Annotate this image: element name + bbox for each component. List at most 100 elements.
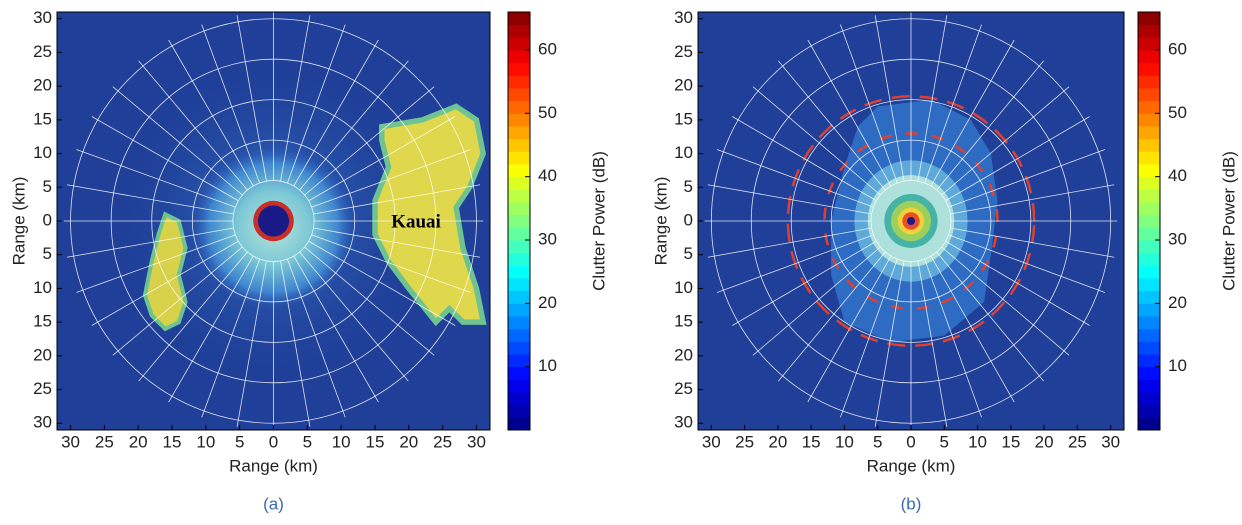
grid-radial [313, 185, 480, 214]
clutter-map [698, 12, 1124, 430]
y-tick-label: 15 [674, 109, 693, 128]
colorbar-band [1138, 379, 1160, 393]
y-tick-label: 10 [33, 143, 52, 162]
colorbar-tick-label: 60 [538, 39, 557, 58]
grid-radial [949, 150, 1105, 208]
colorbar-band [1138, 303, 1160, 317]
x-tick-label: 25 [735, 432, 754, 451]
colorbar-band [508, 303, 530, 317]
grid-radial [237, 15, 266, 181]
grid-radial [67, 185, 234, 214]
y-axis-label: Range (km) [9, 177, 28, 266]
grid-radial [778, 61, 885, 190]
grid-radial [139, 61, 248, 190]
colorbar-band [508, 328, 530, 342]
grid-radial [931, 40, 1014, 186]
x-tick-label: 25 [1068, 432, 1087, 451]
colorbar-band [1138, 366, 1160, 380]
colorbar-band [1138, 316, 1160, 330]
x-tick-label: 20 [129, 432, 148, 451]
x-tick-label: 20 [1035, 432, 1054, 451]
y-tick-label: 5 [43, 244, 52, 263]
colorbar-tick-label: 20 [538, 293, 557, 312]
grid-radial [309, 241, 455, 325]
grid-radial [840, 25, 897, 183]
caption: (b) [901, 494, 922, 513]
colorbar-band [1138, 24, 1160, 38]
grid-radial [778, 252, 885, 381]
grid-radial [946, 241, 1090, 325]
colorbar-band [1138, 62, 1160, 76]
grid-radial [139, 252, 248, 381]
grid-radial [237, 261, 266, 427]
polar-grid [64, 12, 483, 430]
grid-radial [313, 228, 480, 257]
colorbar-band [1138, 202, 1160, 216]
grid-radial [287, 259, 345, 417]
grid-radial [942, 247, 1069, 355]
grid-radial [281, 261, 310, 427]
colorbar-band [508, 113, 530, 127]
colorbar-band [508, 214, 530, 228]
x-tick-label: 10 [332, 432, 351, 451]
grid-radial [925, 259, 982, 417]
colorbar-band [1138, 227, 1160, 241]
colorbar-tick-label: 20 [1168, 293, 1187, 312]
grid-radial [808, 40, 891, 186]
colorbar-band [1138, 290, 1160, 304]
grid-radial [309, 117, 455, 201]
x-axis-label: Range (km) [867, 456, 956, 475]
colorbar-band [508, 392, 530, 406]
y-tick-label: 30 [33, 8, 52, 27]
grid-radial [937, 252, 1044, 381]
colorbar-tick-label: 50 [1168, 103, 1187, 122]
colorbar-band [508, 50, 530, 64]
colorbar-tick-label: 40 [538, 166, 557, 185]
grid-radial [113, 247, 243, 355]
x-tick-label: 30 [1101, 432, 1120, 451]
colorbar-band [1138, 138, 1160, 152]
y-tick-label: 25 [674, 379, 693, 398]
grid-radial [76, 150, 235, 208]
annotation: Kauai [391, 211, 441, 232]
y-tick-label: 15 [33, 312, 52, 331]
colorbar-frame [507, 11, 531, 431]
x-tick-label: 15 [802, 432, 821, 451]
grid-radial [300, 252, 409, 381]
grid-radial [840, 259, 897, 417]
grid-radial [169, 40, 254, 186]
grid-radial [950, 228, 1114, 257]
grid-radial [708, 228, 872, 257]
colorbar-band [1138, 240, 1160, 254]
grid-radial [950, 185, 1114, 214]
y-tick-label: 10 [674, 143, 693, 162]
colorbar-band [1138, 100, 1160, 114]
grid-radial [732, 241, 876, 325]
grid-radial [76, 235, 235, 293]
grid-radial [300, 61, 409, 190]
colorbar-band [1138, 417, 1160, 431]
colorbar-tick-label: 40 [1168, 166, 1187, 185]
colorbar-band [508, 176, 530, 190]
y-tick-label: 5 [684, 177, 693, 196]
colorbar-band [1138, 75, 1160, 89]
y-tick-label: 5 [43, 177, 52, 196]
caption: (a) [263, 494, 284, 513]
y-tick-label: 0 [43, 210, 52, 229]
grid-radial [931, 256, 1014, 402]
grid-radial [753, 87, 880, 195]
colorbar-tick-label: 30 [1168, 229, 1187, 248]
grid-radial [708, 185, 872, 214]
x-tick-label: 15 [1001, 432, 1020, 451]
colorbar-label: Clutter Power (dB) [1219, 151, 1238, 291]
y-tick-label: 20 [33, 345, 52, 364]
colorbar-tick-label: 30 [538, 229, 557, 248]
grid-radial [294, 40, 379, 186]
colorbar-band [508, 404, 530, 418]
colorbar-band [1138, 278, 1160, 292]
grid-radial [312, 150, 471, 208]
colorbar-band [508, 240, 530, 254]
colorbar-frame [1137, 11, 1161, 431]
colorbar-band [1138, 404, 1160, 418]
